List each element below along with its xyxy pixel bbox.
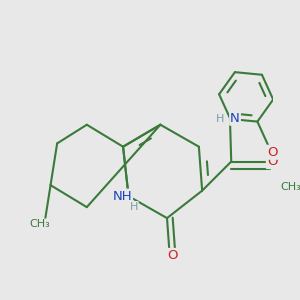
Text: CH₃: CH₃ [280, 182, 300, 192]
Text: O: O [167, 249, 178, 262]
Text: N: N [230, 112, 240, 125]
Text: O: O [267, 155, 278, 168]
Text: H: H [129, 202, 138, 212]
Text: O: O [267, 146, 278, 159]
Text: CH₃: CH₃ [29, 219, 50, 230]
Text: NH: NH [112, 190, 132, 202]
Text: H: H [216, 115, 224, 124]
